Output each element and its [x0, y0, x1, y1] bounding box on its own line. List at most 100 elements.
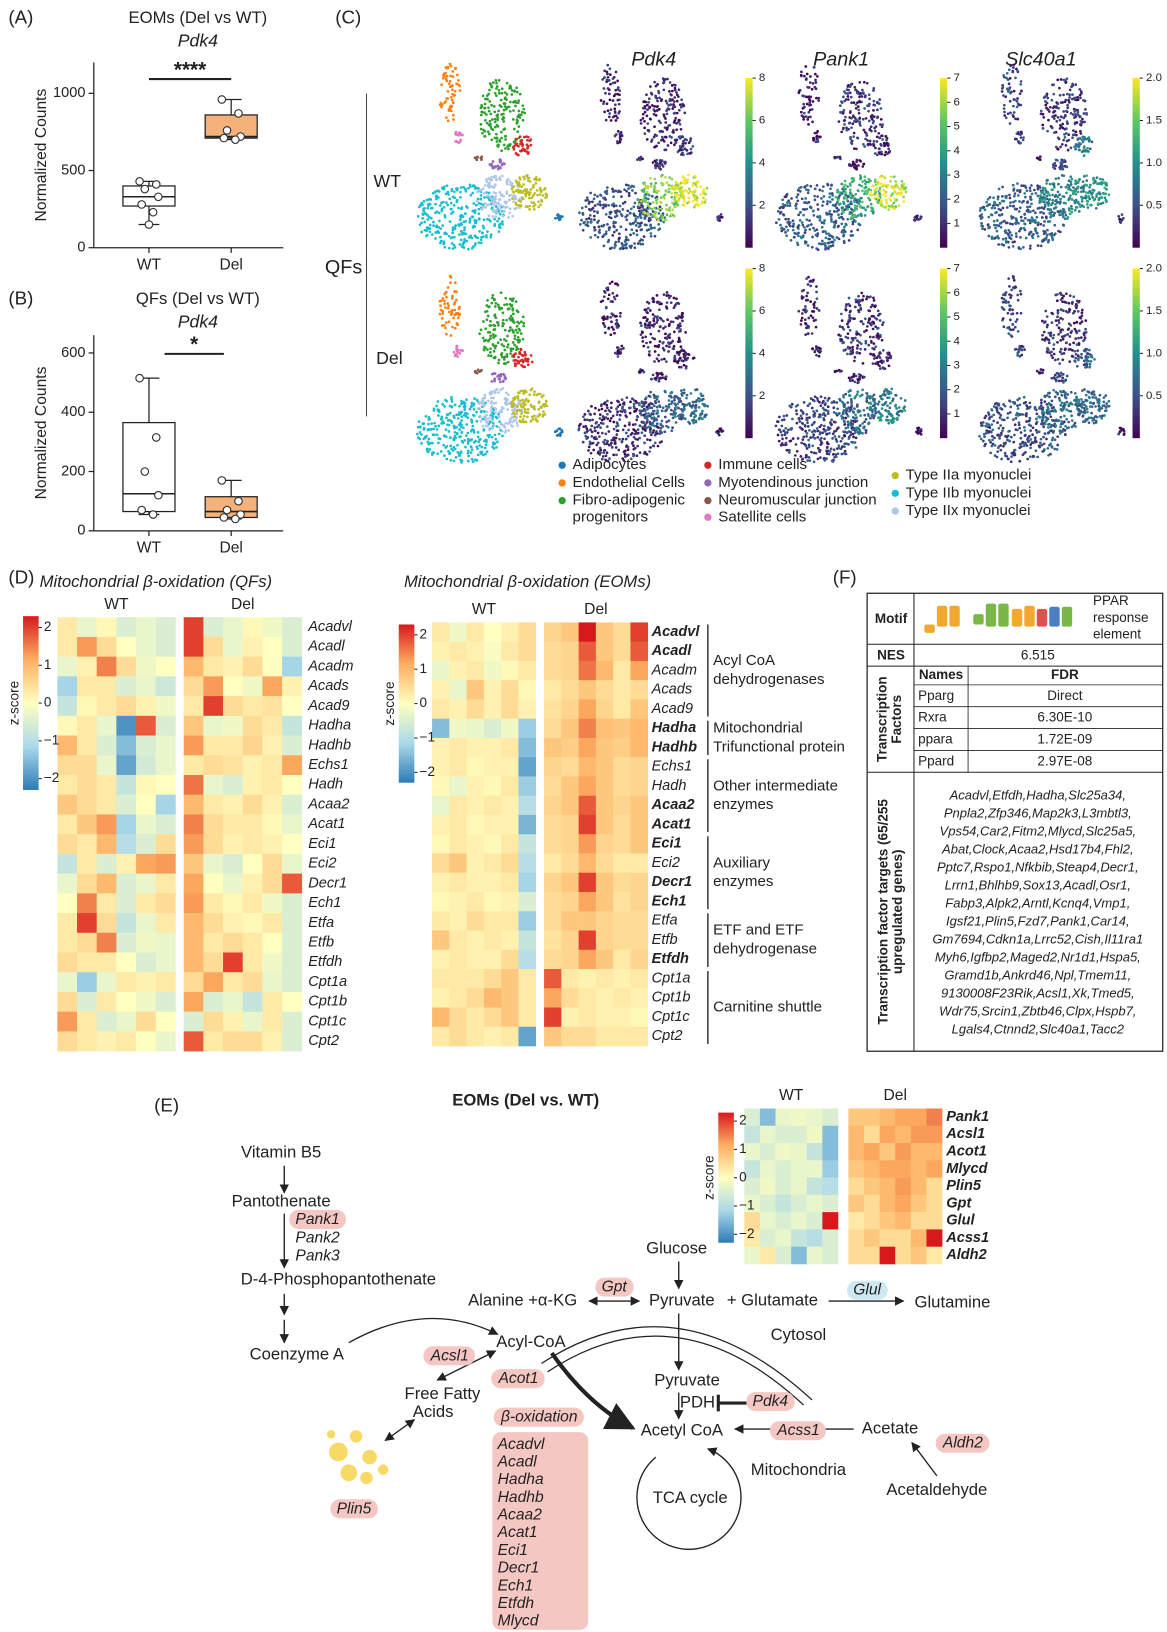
cell-dot: [479, 450, 482, 454]
cell-dot: [434, 202, 437, 206]
cell-dot: [430, 428, 433, 431]
cell-dot: [902, 407, 905, 410]
cell-dot: [809, 223, 813, 226]
cell-dot: [846, 98, 850, 101]
cell-dot: [460, 459, 464, 462]
cell-dot: [497, 166, 501, 169]
cell-dot: [475, 410, 478, 414]
cell-dot: [435, 428, 439, 431]
cell-dot: [629, 233, 632, 237]
cell-dot: [505, 81, 509, 85]
cell-dot: [842, 108, 846, 112]
cell-dot: [499, 338, 502, 342]
cell-dot: [647, 219, 651, 223]
cell-dot: [437, 414, 440, 417]
cell-dot: [812, 460, 816, 464]
cell-dot: [658, 130, 662, 133]
cell-dot: [451, 325, 454, 329]
cell-dot: [528, 139, 532, 143]
cell-dot: [803, 105, 806, 109]
cell-dot: [812, 422, 815, 425]
cell-dot: [825, 202, 829, 206]
cell-dot: [511, 118, 515, 121]
cell-dot: [605, 451, 609, 455]
cell-dot: [616, 88, 620, 91]
cell-dot: [645, 138, 649, 141]
cell-dot: [537, 200, 540, 204]
cell-dot: [653, 360, 656, 363]
cell-dot: [625, 218, 629, 222]
cell-dot: [538, 392, 542, 396]
cell-dot: [515, 421, 519, 425]
cell-dot: [829, 187, 832, 191]
cell-dot: [611, 187, 614, 191]
cell-dot: [520, 110, 524, 114]
cell-dot: [609, 316, 612, 319]
cell-dot: [679, 105, 683, 109]
cell-dot: [815, 134, 819, 138]
cell-dot: [482, 218, 486, 222]
cell-dot: [500, 343, 504, 346]
cell-dot: [894, 393, 898, 397]
cell-dot: [812, 433, 816, 437]
cell-dot: [654, 216, 658, 220]
cell-dot: [477, 207, 481, 211]
cell-dot: [430, 453, 434, 456]
cell-dot: [657, 223, 661, 226]
cell-dot: [604, 409, 607, 413]
cell-dot: [606, 297, 610, 301]
cell-dot: [885, 415, 889, 419]
cell-dot: [677, 353, 681, 357]
cell-dot: [529, 143, 533, 147]
cell-dot: [656, 395, 660, 398]
cell-dot: [522, 183, 525, 186]
cell-dot: [665, 112, 669, 116]
cell-dot: [673, 198, 677, 202]
cell-dot: [521, 144, 524, 148]
cell-dot: [882, 175, 886, 179]
cell-dot: [644, 325, 647, 329]
cell-dot: [655, 294, 659, 297]
cell-dot: [619, 311, 622, 315]
cell-dot: [783, 443, 787, 447]
cell-dot: [492, 186, 495, 189]
cell-dot: [513, 207, 516, 211]
cell-dot: [687, 196, 691, 200]
cell-dot: [593, 233, 597, 237]
cell-dot: [678, 356, 682, 360]
cell-dot: [846, 420, 850, 424]
cell-dot: [805, 416, 809, 420]
cell-dot: [646, 212, 650, 215]
cell-dot: [501, 311, 505, 315]
cell-dot: [479, 241, 483, 245]
cell-dot: [642, 190, 646, 193]
cell-dot: [650, 140, 653, 143]
cell-dot: [635, 454, 639, 458]
cell-dot: [665, 305, 668, 309]
cell-dot: [535, 188, 539, 192]
cell-dot: [486, 194, 490, 198]
cell-dot: [443, 215, 447, 219]
cell-dot: [656, 105, 659, 108]
cell-dot: [673, 88, 677, 92]
cell-dot: [681, 410, 685, 413]
cell-dot: [866, 188, 870, 192]
cell-dot: [692, 356, 696, 360]
cell-dot: [840, 319, 844, 322]
cell-dot: [478, 230, 481, 233]
cell-dot: [616, 405, 620, 408]
cell-dot: [648, 438, 652, 442]
cell-dot: [482, 196, 486, 199]
cell-dot: [667, 399, 671, 402]
cell-dot: [855, 346, 859, 350]
cell-dot: [602, 87, 606, 90]
cell-dot: [596, 195, 599, 198]
cell-dot: [663, 415, 667, 419]
cell-dot: [469, 405, 473, 409]
cell-dot: [450, 189, 454, 193]
cell-dot: [891, 399, 894, 403]
cell-dot: [447, 246, 451, 250]
cell-dot: [828, 195, 832, 199]
cell-dot: [451, 88, 454, 92]
cell-dot: [804, 65, 808, 68]
